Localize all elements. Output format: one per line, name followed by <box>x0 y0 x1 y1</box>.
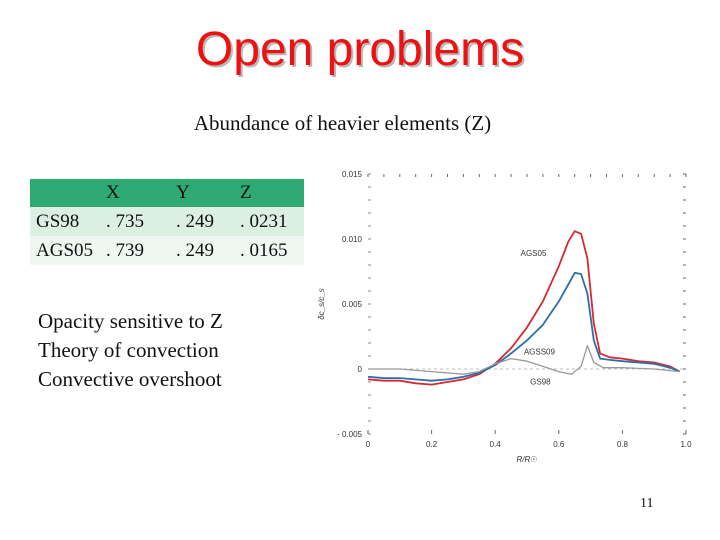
y-tick-label: - 0.005 <box>337 430 362 439</box>
table-header-row: X Y Z <box>30 179 304 207</box>
x-tick-label: 0.4 <box>490 440 502 449</box>
x-tick-label: 0 <box>366 440 371 449</box>
notes-list: Opacity sensitive to Z Theory of convect… <box>38 307 223 394</box>
table-row: GS98 . 735 . 249 . 0231 <box>30 207 304 236</box>
series-line-agss09 <box>367 271 680 382</box>
table-cell: . 739 <box>100 236 170 265</box>
x-tick-label: 1.0 <box>680 440 692 449</box>
series-label: AGSS09 <box>524 348 556 357</box>
table-cell: . 249 <box>170 207 234 236</box>
y-tick-label: 0.015 <box>342 170 363 179</box>
table-cell: . 735 <box>100 207 170 236</box>
table-cell: . 0231 <box>234 207 304 236</box>
series-label: AGS05 <box>521 249 547 258</box>
x-tick-label: 0.2 <box>426 440 438 449</box>
y-axis-label: δc_s/c_s <box>317 288 326 320</box>
slide-subtitle: Abundance of heavier elements (Z) <box>193 111 492 135</box>
y-tick-label: 0 <box>358 365 363 374</box>
table-cell: . 249 <box>170 236 234 265</box>
table-cell: AGS05 <box>30 236 100 265</box>
table-header-cell: Y <box>170 179 234 207</box>
note-item: Convective overshoot <box>38 367 222 391</box>
table-row: AGS05 . 739 . 249 . 0165 <box>30 236 304 265</box>
note-item: Opacity sensitive to Z <box>38 309 223 333</box>
page-number: 11 <box>640 496 654 511</box>
note-item: Theory of convection <box>38 338 219 362</box>
slide-title: Open problems <box>195 23 525 76</box>
table-cell: . 0165 <box>234 236 304 265</box>
series-line-gs98 <box>368 344 680 375</box>
table-header-cell: X <box>100 179 170 207</box>
x-tick-label: 0.6 <box>553 440 565 449</box>
x-tick-label: 0.8 <box>617 440 629 449</box>
table-header-cell <box>30 179 100 207</box>
x-axis-label: R/R☉ <box>517 455 538 464</box>
y-tick-label: 0.005 <box>342 300 363 309</box>
table-cell: GS98 <box>30 207 100 236</box>
table-header-cell: Z <box>234 179 304 207</box>
series-line-ags05 <box>367 230 681 386</box>
y-tick-label: 0.010 <box>342 235 363 244</box>
series-label: GS98 <box>530 378 551 387</box>
abundance-table: X Y Z GS98 . 735 . 249 . 0231 AGS05 . 73… <box>30 179 304 265</box>
